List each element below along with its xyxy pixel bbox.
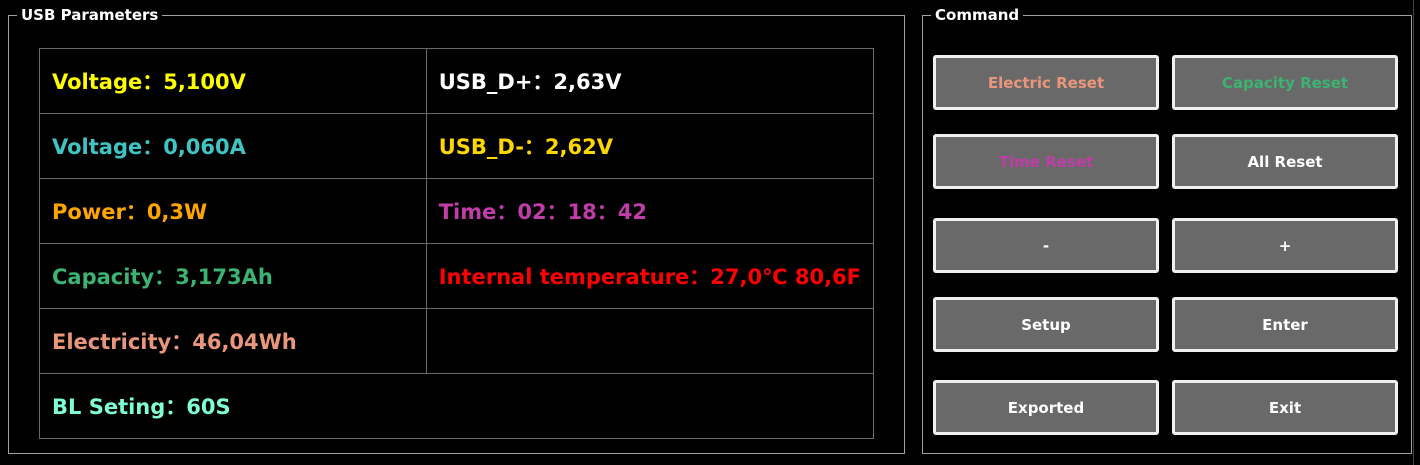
bl-setting-cell: BL Seting：60S	[39, 373, 874, 439]
parameter-cell: Capacity：3,173Ah	[39, 243, 427, 309]
enter-button[interactable]: Enter	[1172, 297, 1398, 352]
parameter-cell: Voltage：0,060A	[39, 113, 427, 179]
table-row: BL Seting：60S	[39, 373, 874, 439]
usb-parameters-title: USB Parameters	[17, 6, 163, 24]
command-group: Command	[922, 6, 1412, 454]
usb-parameters-group: USB Parameters Voltage：5,100V USB_D+：2,63…	[8, 6, 905, 454]
table-row: Voltage：0,060A USB_D-：2,62V	[39, 113, 875, 179]
exit-button[interactable]: Exit	[1172, 380, 1398, 435]
all-reset-button[interactable]: All Reset	[1172, 134, 1398, 189]
minus-button[interactable]: -	[933, 218, 1159, 273]
plus-button[interactable]: +	[1172, 218, 1398, 273]
parameter-cell: USB_D+：2,63V	[425, 48, 875, 114]
electric-reset-button[interactable]: Electric Reset	[933, 55, 1159, 110]
parameter-cell: Voltage：5,100V	[39, 48, 427, 114]
window-edge	[1413, 0, 1420, 465]
parameter-cell: Internal temperature：27,0℃ 80,6F	[425, 243, 875, 309]
parameter-cell: Electricity：46,04Wh	[39, 308, 427, 374]
exported-button[interactable]: Exported	[933, 380, 1159, 435]
usb-parameters-table: Voltage：5,100V USB_D+：2,63V Voltage：0,060A…	[39, 48, 875, 439]
table-row: Voltage：5,100V USB_D+：2,63V	[39, 48, 875, 114]
parameter-cell: USB_D-：2,62V	[425, 113, 875, 179]
time-reset-button[interactable]: Time Reset	[933, 134, 1159, 189]
parameter-cell	[425, 308, 875, 374]
setup-button[interactable]: Setup	[933, 297, 1159, 352]
table-row: Capacity：3,173Ah Internal temperature：27,…	[39, 243, 875, 309]
command-title: Command	[931, 6, 1024, 24]
capacity-reset-button[interactable]: Capacity Reset	[1172, 55, 1398, 110]
table-row: Power：0,3W Time：02：18：42	[39, 178, 875, 244]
parameter-cell: Power：0,3W	[39, 178, 427, 244]
table-row: Electricity：46,04Wh	[39, 308, 875, 374]
parameter-cell: Time：02：18：42	[425, 178, 875, 244]
